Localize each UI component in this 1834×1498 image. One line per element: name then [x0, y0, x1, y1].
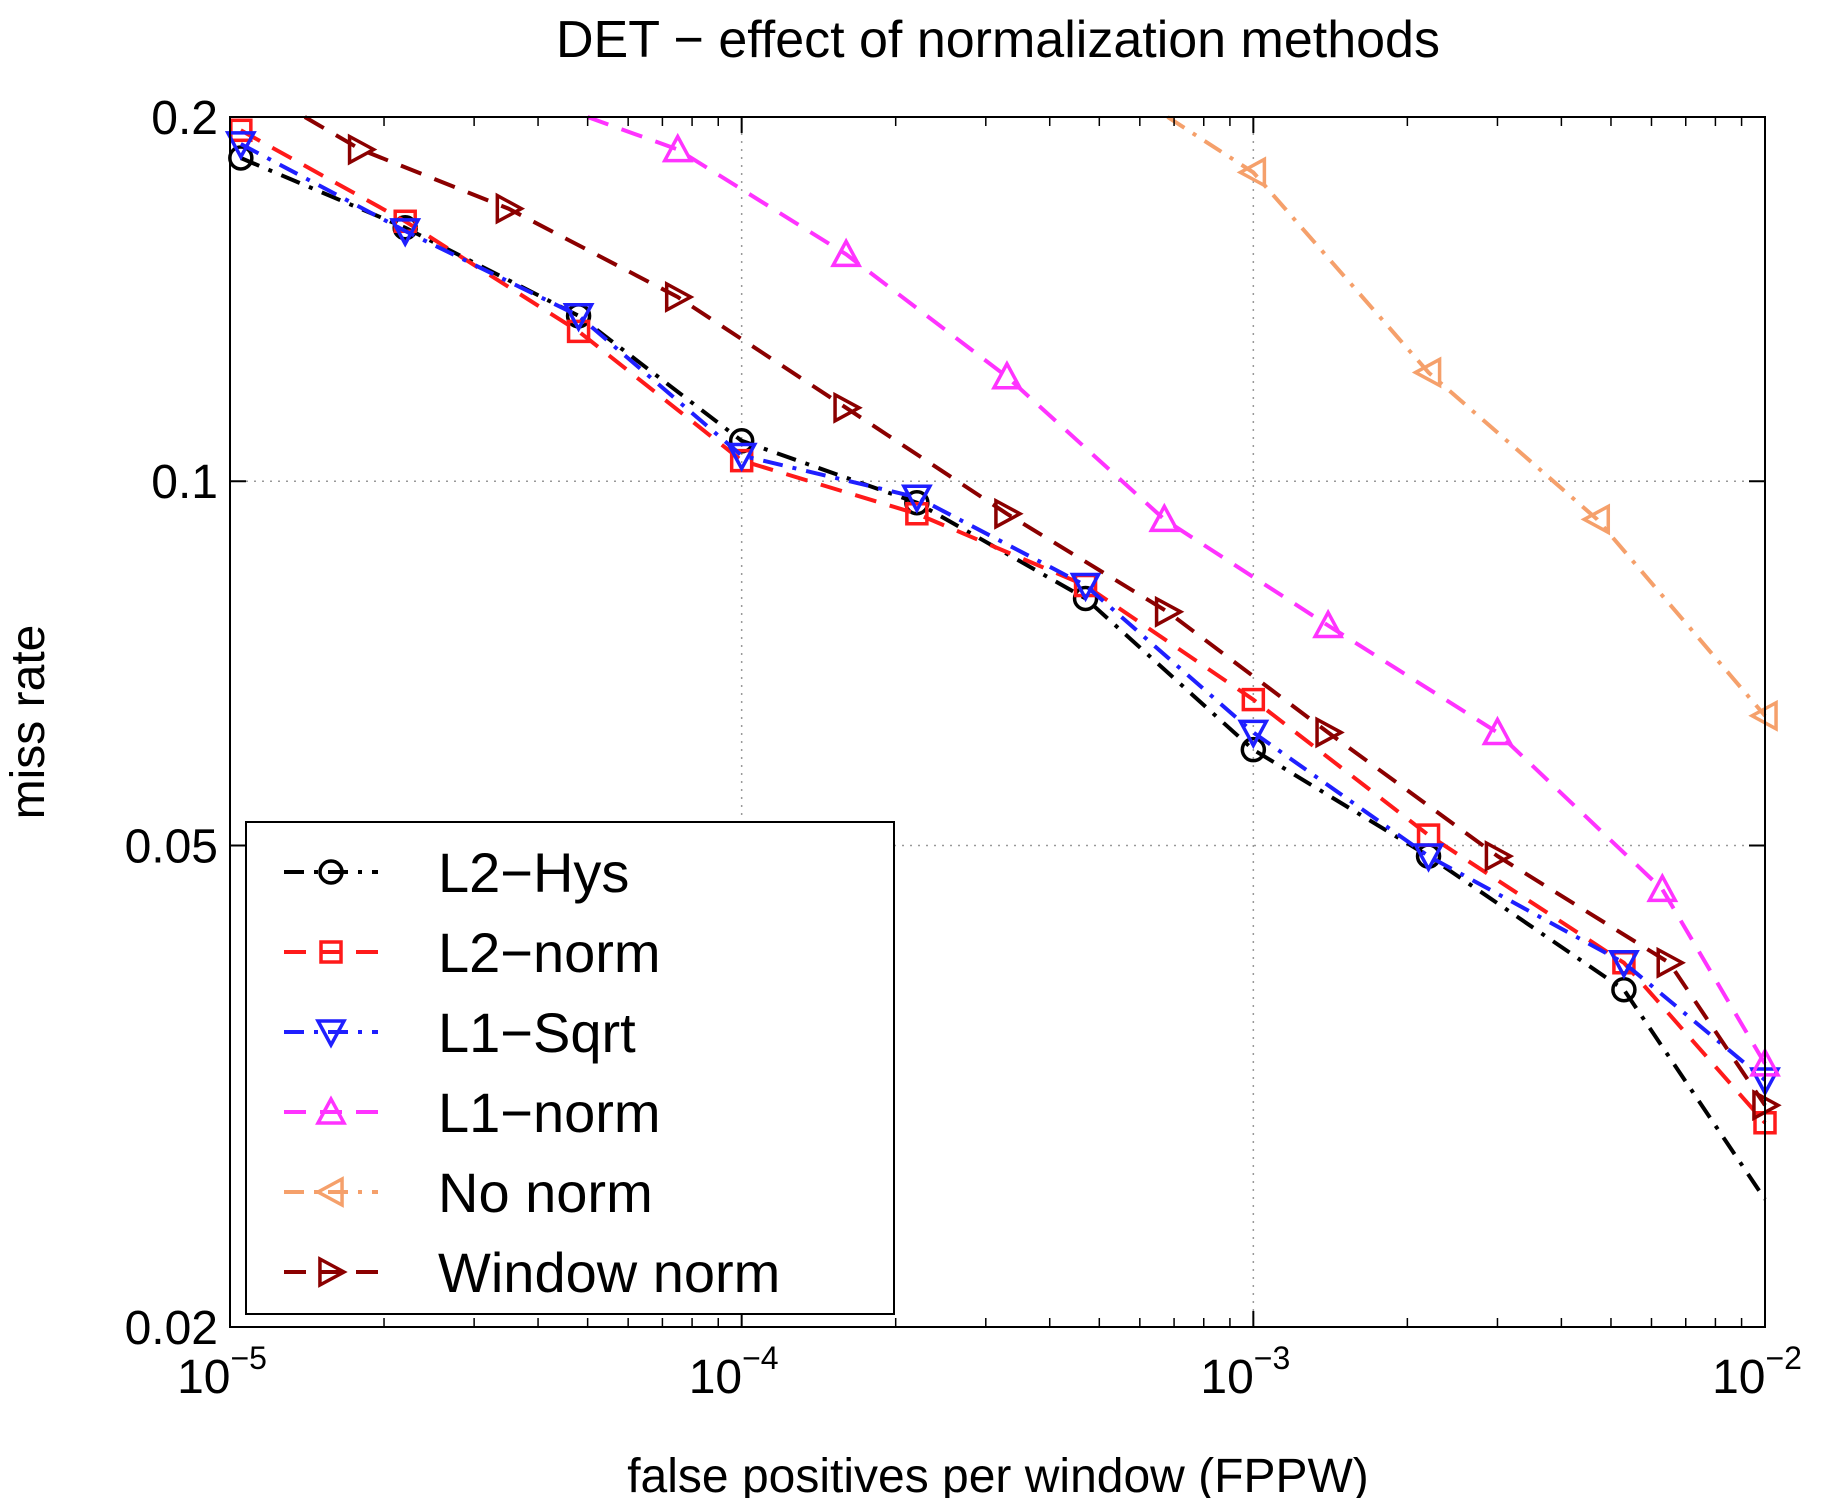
plot-frame — [229, 116, 1766, 1328]
triangle-right-marker — [833, 391, 863, 424]
triangle-left-marker — [1411, 356, 1442, 389]
triangle-down-marker — [315, 1019, 347, 1049]
series-line — [1166, 115, 1767, 718]
legend-label: Window norm — [438, 1241, 780, 1304]
triangle-right-marker — [1154, 595, 1185, 628]
legend: L2−Hys L2−norm L1−Sqrt L1−norm No norm Window… — [245, 821, 895, 1315]
triangle-right-marker — [1484, 840, 1515, 873]
triangle-up-marker — [991, 360, 1023, 390]
square-marker — [566, 319, 591, 344]
chart-title: DET − effect of normalization methods — [556, 11, 1440, 69]
series-triangle-down — [224, 131, 1781, 1097]
circle-marker — [1072, 585, 1099, 612]
circle-marker — [1240, 736, 1267, 763]
triangle-right-marker — [318, 1256, 348, 1288]
legend-label: L1−norm — [438, 1081, 661, 1144]
triangle-up-marker — [1148, 502, 1181, 533]
y-tick-label: 0.02 — [125, 1302, 218, 1355]
legend-label: L2−Hys — [438, 841, 629, 904]
triangle-right-marker — [495, 192, 526, 225]
triangle-down-marker — [224, 131, 257, 161]
legend-label: L2−norm — [438, 921, 661, 984]
series-line — [239, 142, 1767, 1082]
x-tick-label: 10−2 — [1712, 1340, 1802, 1404]
triangle-down-marker — [389, 218, 422, 248]
triangle-down-marker — [562, 303, 595, 333]
legend-entry: L2−Hys — [284, 841, 629, 904]
triangle-up-marker — [315, 1095, 347, 1125]
y-tick-label: 0.1 — [151, 456, 218, 509]
legend-entry: Window norm — [284, 1241, 780, 1304]
legend-label: L1−Sqrt — [438, 1001, 636, 1064]
x-axis-label: false positives per window (FPPW) — [627, 1450, 1369, 1498]
triangle-down-marker — [1069, 572, 1102, 603]
legend-entry: No norm — [284, 1161, 653, 1224]
triangle-right-marker — [664, 281, 695, 313]
x-tick-label: 10−4 — [689, 1340, 779, 1404]
triangle-up-marker — [1481, 715, 1514, 746]
series-triangle-up — [586, 115, 1781, 1077]
circle-marker — [318, 859, 344, 885]
legend-entry: L1−Sqrt — [284, 1001, 636, 1064]
triangle-up-marker — [830, 237, 863, 268]
triangle-down-marker — [1412, 843, 1445, 873]
y-tick-label: 0.05 — [125, 820, 218, 873]
triangle-down-marker — [1237, 719, 1270, 750]
axis-ticks: 10−5 10−4 10−3 10−2 0.02 0.05 0.1 0.2 — [125, 92, 1802, 1404]
series-triangle-right — [303, 115, 1782, 1122]
triangle-up-marker — [1646, 872, 1679, 903]
triangle-right-marker — [347, 133, 378, 166]
series-lines — [224, 115, 1782, 1201]
triangle-up-marker — [1312, 608, 1345, 639]
triangle-right-marker — [994, 497, 1024, 530]
legend-label: No norm — [438, 1161, 653, 1224]
y-tick-label: 0.2 — [151, 92, 218, 145]
triangle-left-marker — [1236, 156, 1267, 189]
series-line — [303, 115, 1767, 1107]
square-marker — [1241, 687, 1266, 712]
series-line — [586, 115, 1767, 1065]
triangle-down-marker — [1607, 949, 1640, 980]
triangle-up-marker — [661, 132, 694, 163]
x-tick-label: 10−3 — [1200, 1340, 1290, 1404]
legend-box — [245, 821, 895, 1315]
square-marker — [319, 940, 343, 964]
legend-entry: L2−norm — [284, 921, 661, 984]
triangle-left-marker — [1580, 503, 1611, 536]
square-marker — [905, 502, 929, 526]
triangle-left-marker — [314, 1176, 344, 1208]
triangle-down-marker — [725, 442, 758, 473]
triangle-right-marker — [1656, 946, 1686, 979]
x-tick-label: 10−5 — [177, 1340, 267, 1404]
y-axis-label: miss rate — [2, 625, 55, 820]
legend-entry: L1−norm — [284, 1081, 661, 1144]
triangle-right-marker — [1315, 716, 1345, 749]
series-line — [239, 128, 1767, 1125]
triangle-down-marker — [900, 484, 933, 514]
